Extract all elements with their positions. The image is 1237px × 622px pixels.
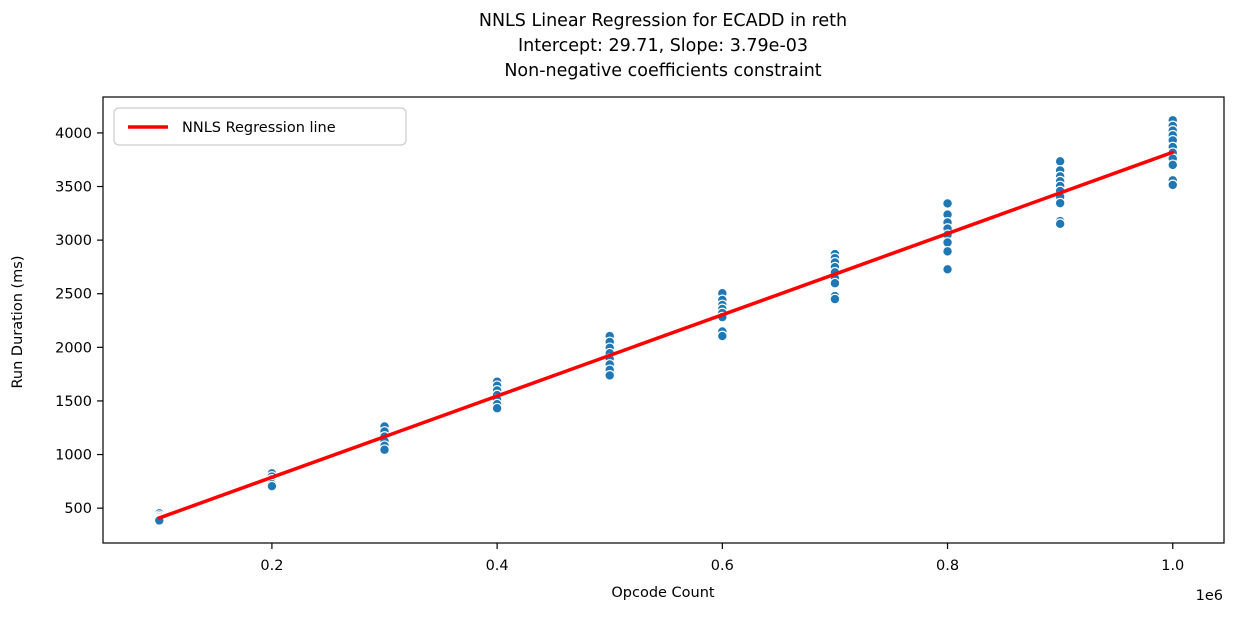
scatter-point [829, 293, 841, 305]
legend: NNLS Regression line [113, 107, 407, 146]
scatter-point [942, 263, 953, 275]
y-tick-label: 4000 [55, 126, 92, 142]
x-tick-label: 1.0 [1161, 558, 1184, 574]
scatter-point [716, 330, 728, 342]
regression-line [157, 150, 1175, 520]
x-tick-label: 0.2 [260, 558, 283, 574]
x-axis-ticks: 0.2 0.4 0.6 0.8 1.0 [260, 543, 1184, 574]
legend-label: NNLS Regression line [182, 120, 336, 136]
y-tick-label: 2500 [55, 287, 92, 303]
y-tick-label: 3000 [55, 233, 92, 249]
scatter-point [1167, 159, 1179, 171]
x-tick-label: 0.4 [486, 558, 509, 574]
scatter-point [604, 370, 616, 381]
scatter-point [942, 245, 953, 257]
scatter-point [829, 277, 841, 289]
scatter-point [491, 402, 503, 414]
scatter-point [1054, 155, 1066, 167]
y-axis-ticks: 500 1000 1500 2000 2500 3000 3500 4000 [55, 126, 103, 517]
y-tick-label: 1000 [55, 448, 92, 464]
chart-title-line-3: Non-negative coefficients constraint [504, 61, 821, 81]
scatter-series [153, 114, 1179, 526]
legend-box [113, 107, 407, 146]
y-tick-label: 500 [64, 501, 92, 517]
y-tick-label: 1500 [55, 394, 92, 410]
scatter-point [266, 480, 278, 492]
plot-area [102, 96, 1225, 544]
x-axis-label: Opcode Count [611, 585, 715, 601]
scatter-point [1054, 218, 1066, 230]
y-axis-label: Run Duration (ms) [10, 256, 26, 389]
scatter-point [1167, 179, 1179, 191]
chart-title-line-1: NNLS Linear Regression for ECADD in reth [479, 11, 847, 31]
scatter-point [379, 444, 390, 456]
scatter-point [942, 237, 953, 248]
y-tick-label: 3500 [55, 180, 92, 196]
x-tick-label: 0.6 [711, 558, 734, 574]
scatter-point [1054, 197, 1066, 209]
y-tick-label: 2000 [55, 340, 92, 356]
x-tick-label: 0.8 [936, 558, 959, 574]
chart-title-line-2: Intercept: 29.71, Slope: 3.79e-03 [518, 36, 808, 56]
scatter-point [942, 198, 953, 209]
x-axis-offset-label: 1e6 [1196, 588, 1223, 604]
